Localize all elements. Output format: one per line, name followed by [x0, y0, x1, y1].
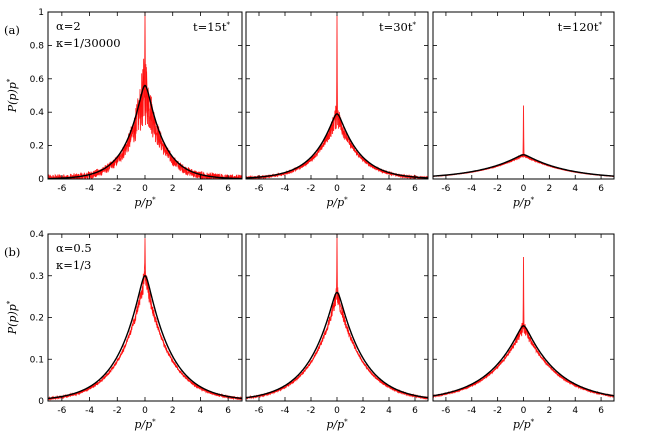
y-axis-label: P(p)p* — [6, 78, 19, 113]
x-tick-label: -2 — [113, 406, 122, 416]
param-label: κ=1/3 — [56, 258, 91, 272]
x-tick-label: 4 — [386, 406, 392, 416]
y-tick-label: 0.2 — [30, 314, 44, 324]
theory-line — [433, 325, 614, 397]
x-tick-label: -4 — [281, 184, 290, 194]
simulation-line — [246, 234, 428, 400]
x-tick-label: -6 — [441, 406, 450, 416]
time-label: t=120t* — [558, 20, 603, 34]
theory-line — [48, 84, 242, 179]
x-tick-label: -6 — [57, 406, 66, 416]
x-tick-label: -2 — [493, 406, 502, 416]
theory-line — [48, 274, 242, 400]
simulation-line — [48, 271, 242, 401]
row-label: (b) — [4, 245, 20, 259]
x-tick-label: -6 — [255, 406, 264, 416]
x-tick-label: 0 — [142, 406, 148, 416]
x-tick-label: 6 — [412, 184, 418, 194]
data-layer — [246, 15, 428, 179]
param-label: κ=1/30000 — [56, 36, 121, 50]
x-tick-label: 2 — [360, 406, 366, 416]
theory-line — [433, 154, 614, 177]
x-axis-label: p/p* — [134, 196, 156, 209]
theory-line — [246, 291, 428, 399]
x-axis-label: p/p* — [326, 418, 348, 431]
panel-0-2: -6 -4 -2 0 2 4 6 p/p* t=120t* — [432, 11, 615, 209]
x-tick-label: -4 — [281, 406, 290, 416]
data-layer — [433, 105, 614, 177]
row-0: (a) P(p)p* -6 -4 -2 0 2 4 6 0 0.2 0.4 0.6 0.8 1 p/p* t=1… — [4, 8, 615, 209]
x-tick-label: 6 — [225, 406, 231, 416]
x-tick-label: 4 — [386, 184, 392, 194]
y-tick-label: 0.3 — [30, 272, 44, 282]
simulation-line — [433, 321, 614, 398]
x-tick-label: -2 — [307, 184, 316, 194]
x-tick-label: -2 — [307, 406, 316, 416]
simulation-line — [246, 15, 428, 179]
param-label: α=0.5 — [56, 241, 92, 255]
y-tick-label: 0.8 — [30, 41, 45, 51]
x-tick-label: 6 — [598, 184, 604, 194]
y-tick-label: 0.4 — [30, 108, 45, 118]
y-tick-label: 0.2 — [30, 142, 44, 152]
x-axis-label: p/p* — [513, 418, 535, 431]
x-tick-label: -4 — [467, 406, 476, 416]
panel-0-1: -6 -4 -2 0 2 4 6 p/p* t=30t* — [245, 11, 429, 209]
data-layer — [48, 238, 242, 401]
y-tick-label: 0 — [38, 175, 44, 185]
x-axis-label: p/p* — [513, 196, 535, 209]
time-label: t=30t* — [379, 20, 417, 34]
x-tick-label: 4 — [198, 184, 204, 194]
x-tick-label: -4 — [85, 406, 94, 416]
row-1: (b) P(p)p* -6 -4 -2 0 2 4 6 0 0.1 0.2 0.3 0.4 p/p* α=0.… — [4, 230, 615, 431]
x-tick-label: 6 — [598, 406, 604, 416]
x-tick-label: -4 — [467, 184, 476, 194]
x-tick-label: 4 — [572, 406, 578, 416]
x-axis-label: p/p* — [134, 418, 156, 431]
y-tick-label: 0 — [38, 397, 44, 407]
x-tick-label: 0 — [334, 406, 340, 416]
row-label: (a) — [4, 23, 20, 37]
y-tick-label: 0.1 — [30, 355, 44, 365]
x-tick-label: 0 — [142, 184, 148, 194]
x-tick-label: -2 — [493, 184, 502, 194]
y-tick-label: 1 — [38, 8, 44, 18]
simulation-line — [246, 105, 428, 179]
x-tick-label: -6 — [441, 184, 450, 194]
x-tick-label: -6 — [255, 184, 264, 194]
y-tick-label: 0.4 — [30, 230, 45, 240]
x-tick-label: 0 — [521, 406, 527, 416]
simulation-line — [433, 105, 614, 177]
x-tick-label: 6 — [412, 406, 418, 416]
x-tick-label: 6 — [225, 184, 231, 194]
x-tick-label: 2 — [546, 184, 552, 194]
x-tick-label: 2 — [170, 406, 176, 416]
data-layer — [48, 12, 242, 179]
x-tick-label: 2 — [360, 184, 366, 194]
panel-0-0: -6 -4 -2 0 2 4 6 0 0.2 0.4 0.6 0.8 1 p/p* t=15t* α=2 κ=1… — [30, 8, 243, 209]
param-label: α=2 — [56, 19, 81, 33]
theory-line — [246, 113, 428, 179]
data-layer — [246, 234, 428, 400]
panel-1-1: -6 -4 -2 0 2 4 6 p/p* — [245, 233, 429, 431]
x-tick-label: 0 — [521, 184, 527, 194]
x-axis-label: p/p* — [326, 196, 348, 209]
simulation-line — [246, 290, 428, 400]
x-tick-label: 4 — [572, 184, 578, 194]
y-axis-label: P(p)p* — [6, 300, 19, 335]
x-tick-label: 0 — [334, 184, 340, 194]
x-tick-label: -2 — [113, 184, 122, 194]
x-tick-label: -4 — [85, 184, 94, 194]
data-layer — [433, 256, 614, 399]
time-label: t=15t* — [193, 20, 231, 34]
x-tick-label: 4 — [198, 406, 204, 416]
panel-1-2: -6 -4 -2 0 2 4 6 p/p* — [432, 233, 615, 431]
panel-1-0: -6 -4 -2 0 2 4 6 0 0.1 0.2 0.3 0.4 p/p* α=0.5 κ=1/3 — [30, 230, 243, 431]
x-tick-label: 2 — [546, 406, 552, 416]
x-tick-label: 2 — [170, 184, 176, 194]
x-tick-label: -6 — [57, 184, 66, 194]
plot-area: (a) P(p)p* -6 -4 -2 0 2 4 6 0 0.2 0.4 0.6 0.8 1 p/p* t=1… — [4, 8, 615, 431]
y-tick-label: 0.6 — [30, 75, 45, 85]
